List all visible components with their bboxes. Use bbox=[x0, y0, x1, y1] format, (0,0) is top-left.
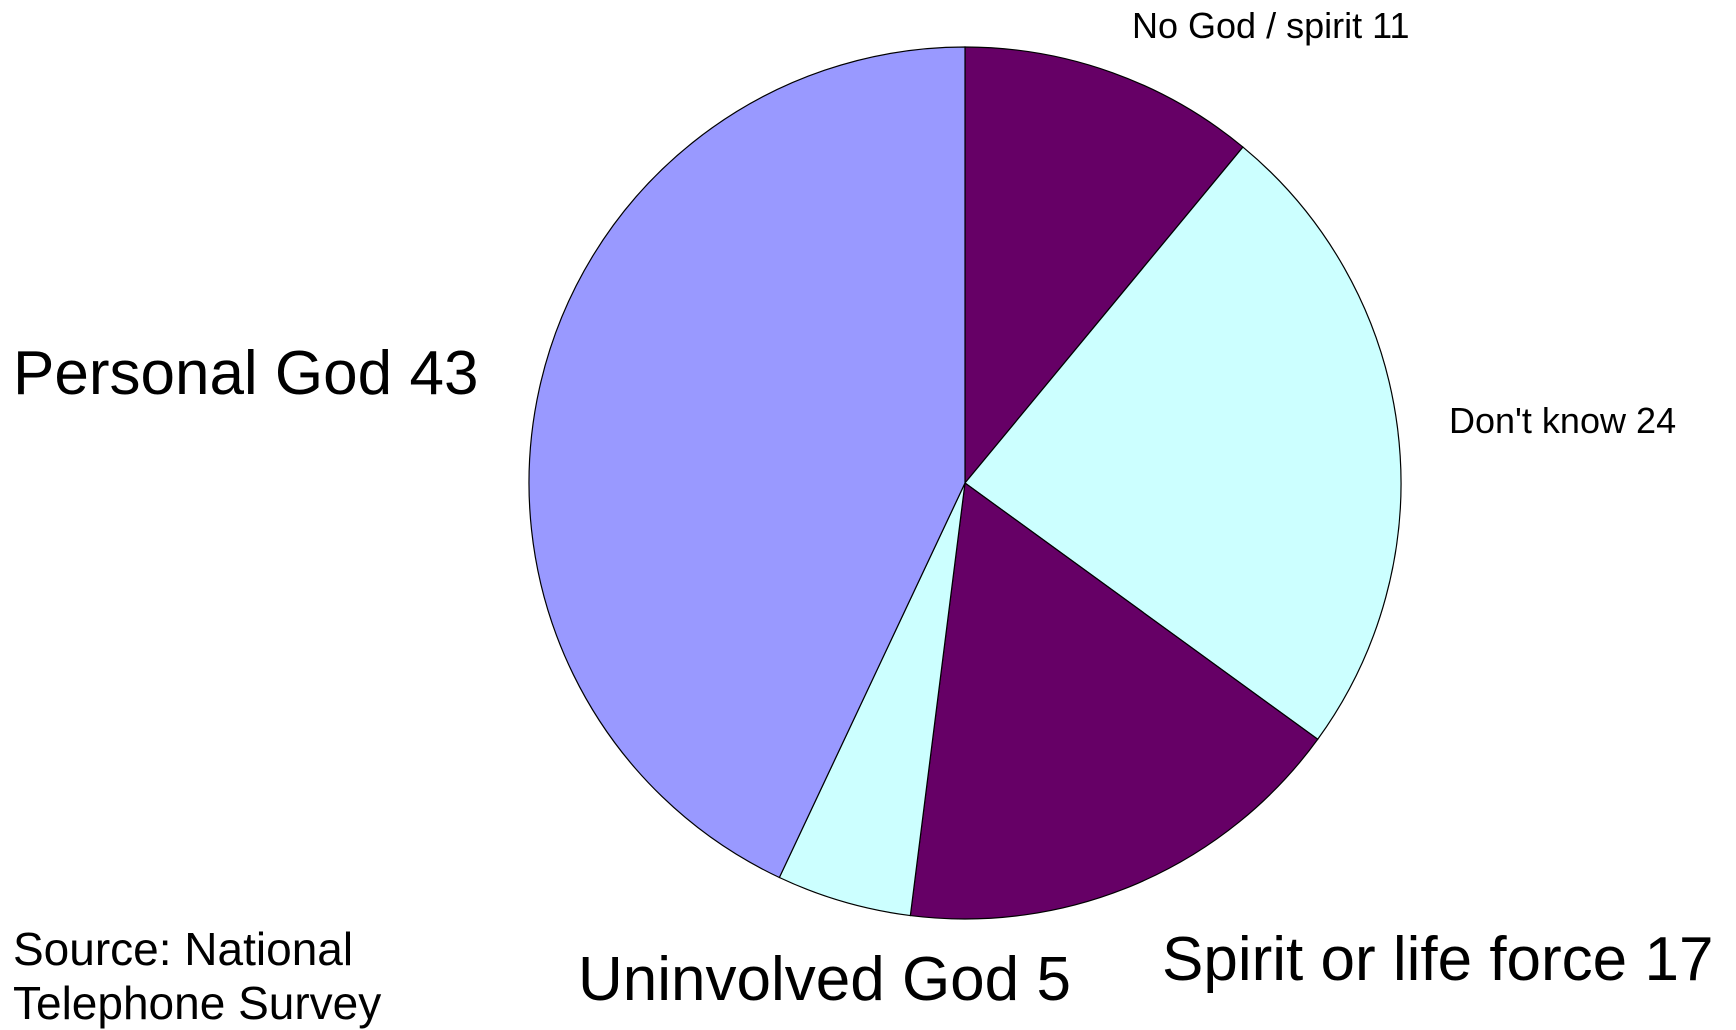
slice-label-category: Personal God bbox=[13, 339, 392, 408]
slice-label-value: 24 bbox=[1636, 400, 1676, 441]
slice-label-category: Spirit or life force bbox=[1162, 925, 1627, 994]
pie-slice bbox=[528, 46, 966, 879]
slice-label-category: Don't know bbox=[1449, 400, 1627, 441]
slice-label-value: 17 bbox=[1645, 925, 1714, 994]
pie-slice bbox=[964, 146, 1402, 741]
slice-label-category: No God / spirit bbox=[1132, 5, 1362, 46]
slice-label-category: Uninvolved God bbox=[578, 945, 1019, 1008]
slice-label-value: 5 bbox=[1037, 945, 1071, 1008]
slice-label: Uninvolved God 5 bbox=[578, 945, 1071, 1008]
source-note: Source: National Telephone Survey bbox=[13, 923, 382, 1029]
pie-slice bbox=[909, 481, 1319, 920]
pie-slice bbox=[964, 46, 1244, 485]
slice-label: Spirit or life force 17 bbox=[1162, 925, 1713, 994]
slice-label-value: 43 bbox=[409, 339, 478, 408]
slice-label-value: 11 bbox=[1372, 5, 1409, 46]
chart: No God / spirit 11 Don't know 24 Spirit or l… bbox=[13, 5, 1713, 1008]
page: {"chart_data": {"type": "pie", "categori… bbox=[13, 4, 1714, 1029]
slice-label: No God / spirit 11 bbox=[1132, 5, 1410, 46]
slice-label: Personal God 43 bbox=[13, 339, 478, 408]
slice-label: Don't know 24 bbox=[1449, 400, 1676, 441]
